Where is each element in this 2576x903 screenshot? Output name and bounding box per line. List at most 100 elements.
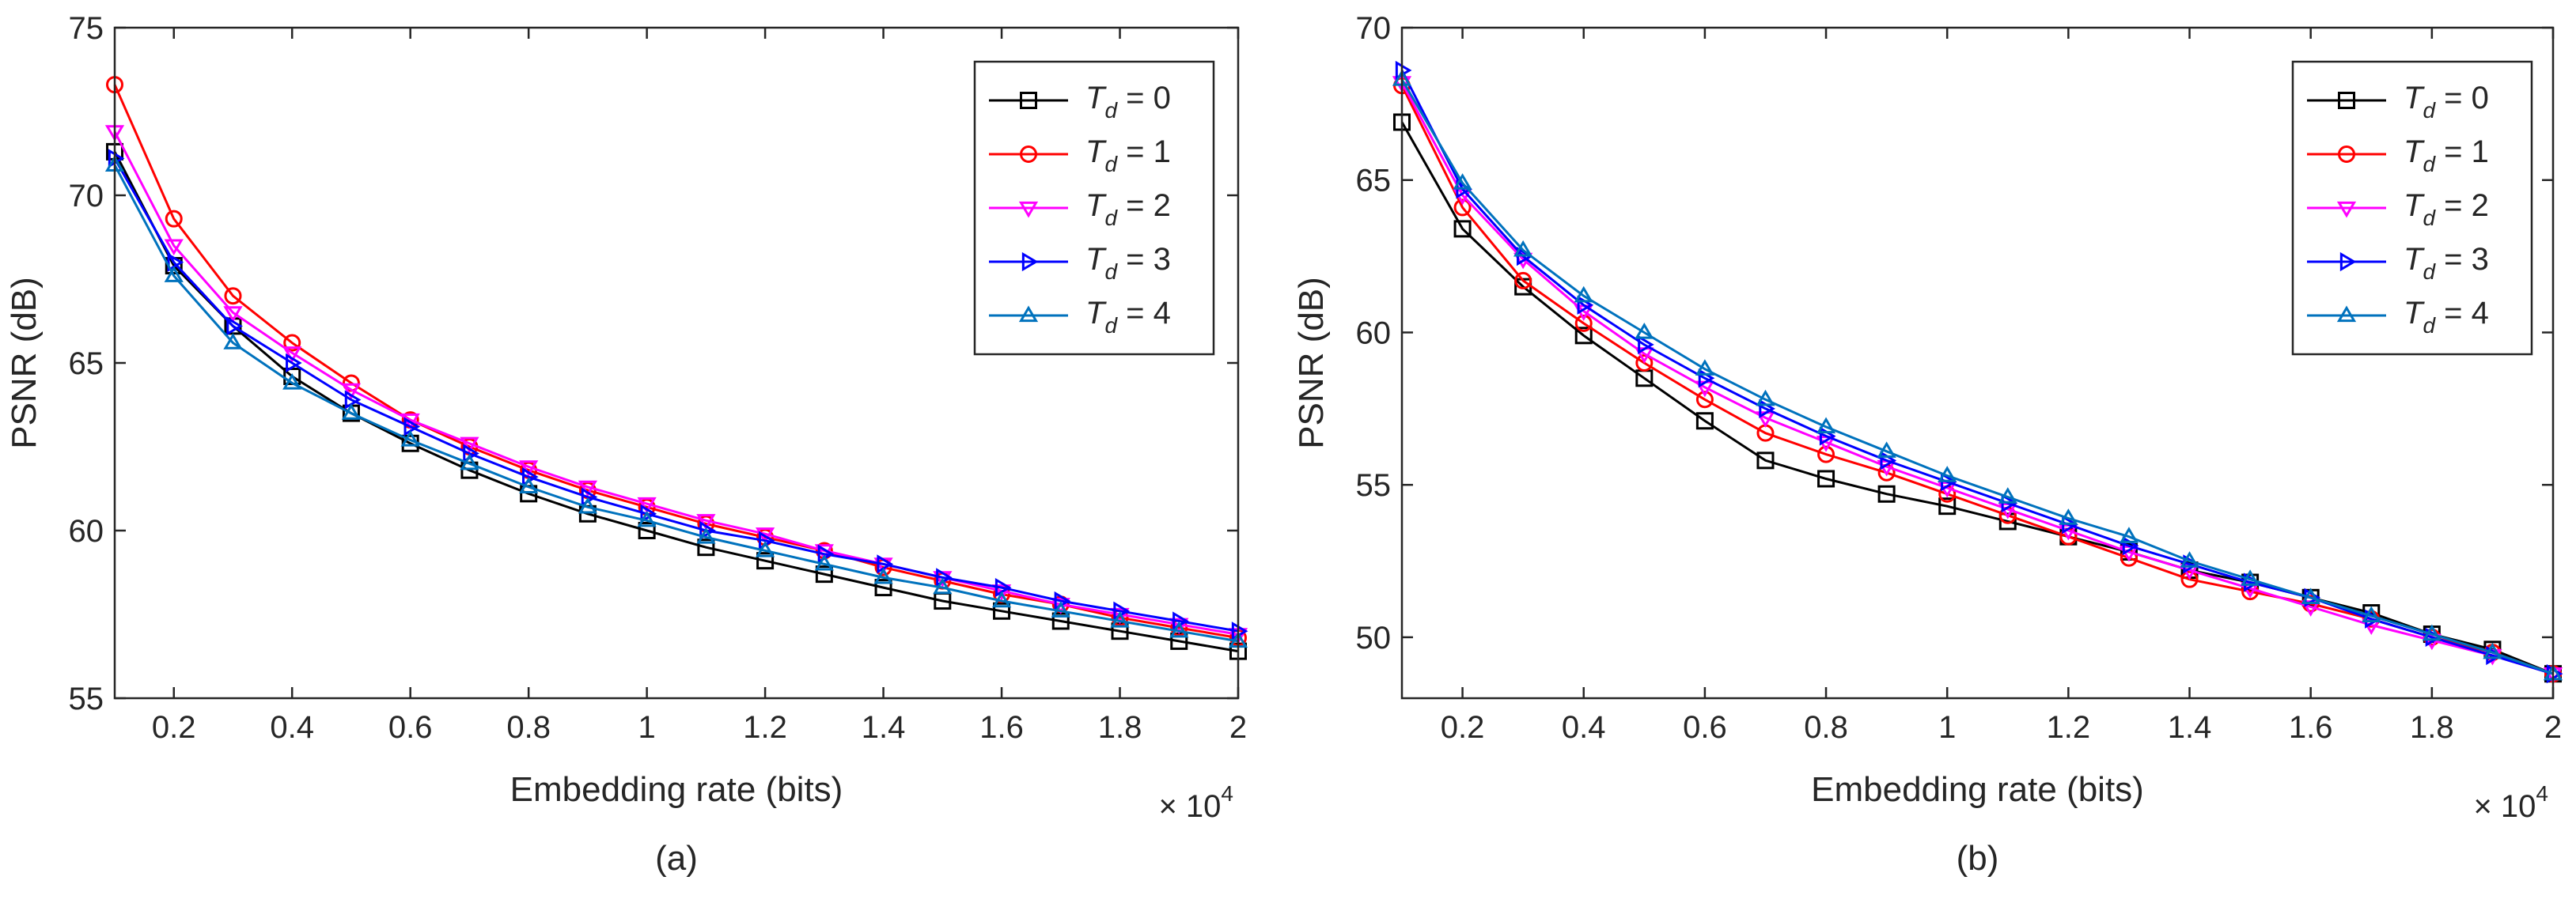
data-point-td-3 — [1638, 334, 1654, 354]
data-point-td-4 — [1513, 240, 1533, 257]
chart-panel-a: 0.2 0.4 0.6 0.8 1 1.2 1.4 1.6 1.8 2 55 60 65 70 75 Embe… — [5, 11, 1248, 878]
data-point-td-1 — [1695, 391, 1714, 409]
y-tick-label: 60 — [1356, 315, 1392, 350]
data-point-td-0 — [1998, 512, 2017, 531]
x-tick-label: 2 — [1229, 710, 1247, 745]
x-tick-label: 1.6 — [2289, 710, 2333, 745]
data-point-td-4 — [1998, 487, 2017, 504]
data-point-td-0 — [1877, 485, 1896, 503]
legend-label-symbol: T — [1085, 242, 1107, 277]
data-point-td-3 — [640, 504, 657, 523]
data-point-td-4 — [2422, 624, 2442, 641]
series-line-td-3 — [1400, 70, 2554, 675]
legend-marker — [1018, 305, 1039, 323]
x-tick-label: 1 — [1938, 710, 1956, 745]
data-point-td-2 — [223, 306, 243, 323]
legend-label-symbol: T — [2404, 188, 2425, 223]
series-4-td-4 — [1392, 70, 2563, 681]
data-point-td-3 — [108, 149, 125, 168]
x-tick-label: 1.6 — [979, 710, 1024, 745]
legend-label-value: = 3 — [1117, 242, 1171, 277]
series-line-td-2 — [113, 130, 1239, 636]
legend-label-subscript: d — [2423, 313, 2436, 338]
x-tick-label: 0.6 — [1683, 710, 1727, 745]
data-point-td-3 — [403, 417, 421, 436]
y-tick-label: 65 — [1356, 164, 1392, 198]
legend-label-subscript: d — [2423, 206, 2436, 230]
legend-label-value: = 1 — [1117, 134, 1171, 169]
legend-label-subscript: d — [2423, 259, 2436, 284]
data-point-td-4 — [1453, 173, 1472, 190]
legend-label-value: = 2 — [2435, 188, 2489, 223]
legend-entry-td-1: Td = 1 — [2307, 134, 2489, 176]
legend-marker — [2338, 92, 2355, 109]
legend-marker — [2336, 305, 2357, 323]
data-point-td-2 — [164, 239, 184, 256]
data-point-td-0 — [697, 538, 715, 557]
legend-label: Td = 2 — [2404, 188, 2489, 230]
legend-label: Td = 4 — [1085, 296, 1171, 338]
data-point-td-1 — [2180, 570, 2199, 588]
x-tick-label: 0.8 — [1804, 710, 1848, 745]
y-tick-label: 55 — [69, 682, 104, 716]
data-point-td-4 — [2240, 569, 2260, 586]
legend-label-value: = 3 — [2435, 242, 2489, 277]
data-point-td-1 — [283, 334, 301, 352]
x-tick-label: 1.4 — [2168, 710, 2212, 745]
legend-label-symbol: T — [2404, 81, 2425, 115]
legend-entry-td-2: Td = 2 — [2307, 188, 2489, 230]
legend-label: Td = 1 — [2404, 134, 2489, 176]
y-tick-label: 60 — [69, 514, 104, 549]
data-point-td-4 — [460, 453, 479, 470]
data-point-td-4 — [2059, 508, 2078, 525]
data-point-td-4 — [1574, 285, 1593, 303]
legend-marker — [2336, 201, 2357, 218]
data-point-td-0 — [1574, 327, 1593, 345]
x-tick-label: 1.2 — [743, 710, 787, 745]
y-tick-label: 70 — [69, 179, 104, 213]
data-point-td-1 — [1514, 271, 1532, 289]
legend-label-subscript: d — [1104, 206, 1118, 230]
y-tick-label: 70 — [1356, 11, 1392, 46]
legend: Td = 0Td = 1Td = 2Td = 3Td = 4 — [2291, 60, 2533, 356]
y-tick-label: 50 — [1356, 621, 1392, 656]
data-point-td-0 — [993, 602, 1011, 620]
data-point-td-4 — [933, 577, 953, 595]
x-tick-label: 2 — [2544, 710, 2562, 745]
x-tick-label: 1.4 — [862, 710, 906, 745]
data-point-td-4 — [2483, 642, 2502, 659]
data-point-td-4 — [991, 591, 1012, 608]
data-point-td-0 — [874, 579, 892, 597]
data-point-td-2 — [460, 436, 479, 454]
data-point-td-0 — [1756, 452, 1775, 470]
data-point-td-1 — [1817, 445, 1835, 463]
data-point-td-3 — [167, 252, 184, 272]
data-point-td-4 — [400, 430, 420, 447]
data-point-td-2 — [1110, 607, 1130, 625]
panel-caption: (b) — [1957, 839, 1999, 878]
legend-label-value: = 0 — [2435, 81, 2489, 115]
series-line-td-4 — [113, 164, 1239, 643]
data-point-td-3 — [286, 353, 302, 373]
x-tick-label: 0.2 — [1441, 710, 1485, 745]
data-point-td-3 — [994, 577, 1012, 598]
data-point-td-1 — [165, 210, 183, 228]
legend-marker — [1018, 201, 1039, 218]
legend-label-value: = 4 — [2435, 296, 2489, 331]
legend-label-symbol: T — [1085, 81, 1107, 115]
data-point-td-0 — [815, 565, 833, 584]
data-point-td-2 — [519, 460, 539, 477]
data-point-td-1 — [224, 287, 242, 305]
data-point-td-4 — [578, 497, 598, 514]
data-point-td-0 — [1817, 470, 1835, 488]
x-tick-label: 0.2 — [152, 710, 196, 745]
legend-label-symbol: T — [2404, 296, 2425, 331]
data-point-td-3 — [226, 316, 243, 336]
x-axis-multiplier: × 104 — [1158, 781, 1233, 824]
legend-entry-td-2: Td = 2 — [989, 188, 1171, 230]
series-line-td-2 — [1400, 81, 2554, 675]
x-axis-label: Embedding rate (bits) — [1811, 770, 2144, 809]
legend-label: Td = 3 — [2404, 242, 2489, 284]
legend-label-subscript: d — [2423, 98, 2436, 123]
x-tick-label: 1.8 — [1098, 710, 1142, 745]
